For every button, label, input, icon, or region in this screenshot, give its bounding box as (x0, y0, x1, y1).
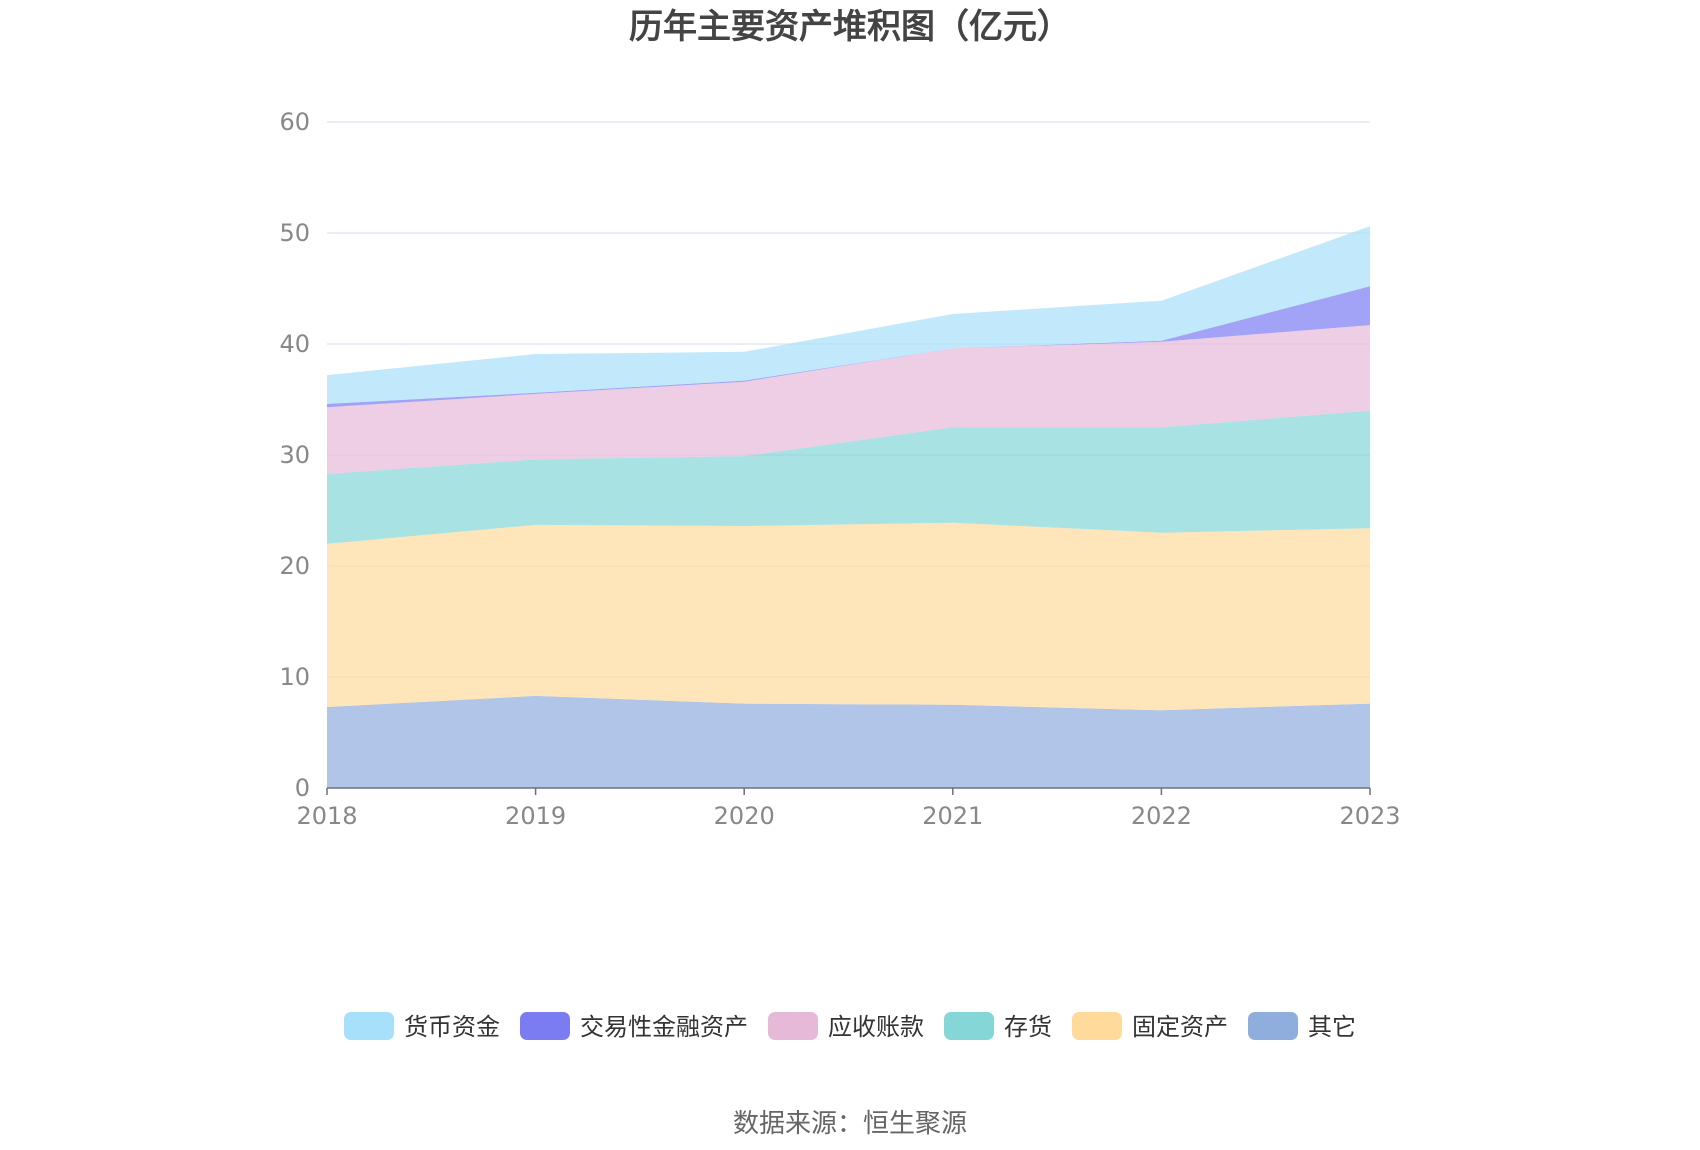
y-tick-label: 10 (279, 663, 310, 691)
series-area-1 (327, 522, 1370, 711)
series-area-2 (327, 410, 1370, 544)
y-tick-label: 30 (279, 441, 310, 469)
legend-label: 固定资产 (1132, 1013, 1228, 1041)
legend-swatch (520, 1012, 570, 1040)
legend-item: 其它 (1248, 1012, 1356, 1041)
y-tick-label: 60 (279, 108, 310, 136)
x-tick-label: 2022 (1131, 802, 1192, 830)
legend-item: 存货 (944, 1012, 1052, 1041)
x-tick-label: 2018 (296, 802, 357, 830)
data-source: 数据来源：恒生聚源 (733, 1109, 967, 1139)
legend-swatch (1248, 1012, 1298, 1040)
legend-item: 交易性金融资产 (520, 1012, 748, 1041)
y-tick-label: 50 (279, 219, 310, 247)
series-area-3 (327, 325, 1370, 474)
x-tick-label: 2021 (922, 802, 983, 830)
x-tick-label: 2019 (505, 802, 566, 830)
legend-item: 应收账款 (768, 1012, 924, 1041)
legend: 货币资金 交易性金融资产 应收账款 存货 固定资产 其它 (344, 1012, 1356, 1041)
legend-swatch (1072, 1012, 1122, 1040)
legend-label: 货币资金 (404, 1013, 500, 1041)
y-tick-label: 20 (279, 552, 310, 580)
plot-areas (327, 226, 1370, 788)
legend-item: 货币资金 (344, 1012, 500, 1041)
series-area-5 (327, 226, 1370, 404)
x-tick-label: 2020 (714, 802, 775, 830)
x-tick-label: 2023 (1339, 802, 1400, 830)
legend-label: 交易性金融资产 (580, 1013, 748, 1041)
series-area-0 (327, 695, 1370, 788)
legend-label: 其它 (1308, 1013, 1356, 1041)
chart-title: 历年主要资产堆积图（亿元） (629, 7, 1071, 47)
axes: 0 10 20 30 40 50 60 2018 2019 2020 2021 2022 2023 (279, 108, 1400, 830)
y-tick-label: 40 (279, 330, 310, 358)
legend-swatch (944, 1012, 994, 1040)
legend-label: 存货 (1004, 1013, 1052, 1041)
legend-label: 应收账款 (828, 1013, 924, 1041)
legend-swatch (344, 1012, 394, 1040)
legend-item: 固定资产 (1072, 1012, 1228, 1041)
legend-swatch (768, 1012, 818, 1040)
y-tick-label: 0 (295, 774, 310, 802)
